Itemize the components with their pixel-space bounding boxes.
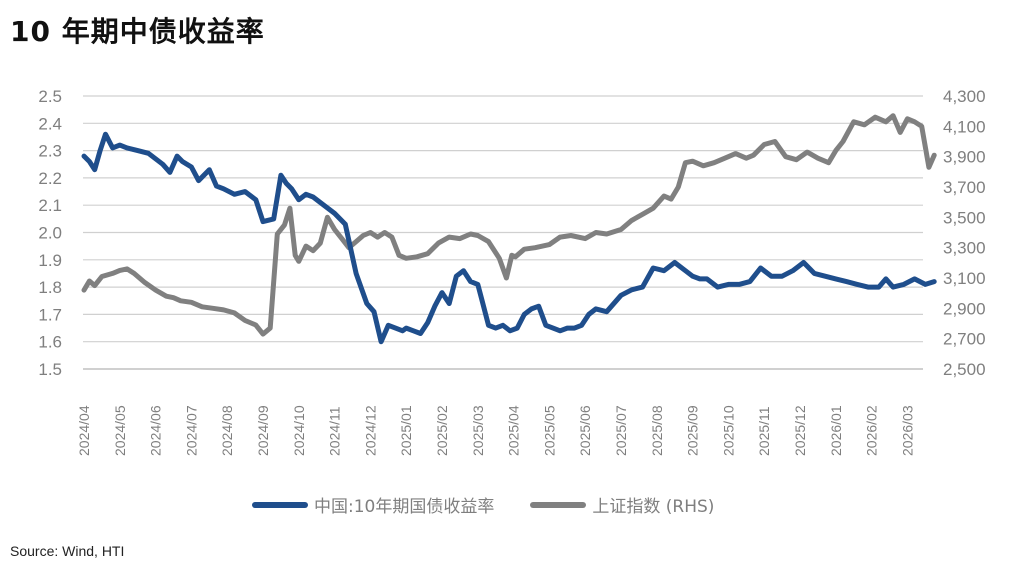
right-tick-label: 3,700	[943, 178, 986, 197]
left-tick-label: 1.5	[38, 360, 62, 379]
right-tick-label: 2,900	[943, 299, 986, 318]
legend: 中国:10年期国债收益率 上证指数 (RHS)	[252, 492, 714, 517]
legend-label-bond-yield: 中国:10年期国债收益率	[314, 497, 495, 517]
left-tick-label: 2.4	[38, 114, 62, 133]
x-tick-label: 2025/06	[577, 405, 593, 456]
x-tick-label: 2024/06	[148, 405, 164, 456]
x-tick-label: 2025/07	[613, 405, 629, 456]
left-tick-label: 1.7	[38, 305, 62, 324]
left-tick-label: 1.9	[38, 251, 62, 270]
right-tick-label: 2,700	[943, 330, 986, 349]
x-tick-label: 2024/04	[76, 405, 92, 456]
x-tick-label: 2024/07	[183, 405, 199, 456]
source-note: Source: Wind, HTI	[10, 543, 125, 559]
x-tick-label: 2024/12	[362, 405, 378, 456]
legend-item-bond-yield: 中国:10年期国债收益率	[252, 492, 494, 517]
shanghai-index-line	[81, 113, 937, 337]
right-tick-label: 2,500	[943, 360, 986, 379]
right-tick-label: 3,100	[943, 269, 986, 288]
x-tick-label: 2025/01	[398, 405, 414, 456]
bond-yield-line	[81, 131, 937, 345]
right-tick-label: 4,300	[943, 87, 986, 106]
x-tick-label: 2024/11	[327, 406, 343, 456]
x-tick-label: 2024/10	[291, 405, 307, 456]
legend-item-shanghai-index: 上证指数 (RHS)	[530, 492, 714, 517]
x-tick-label: 2024/09	[255, 405, 271, 456]
x-tick-label: 2025/12	[792, 405, 808, 456]
x-tick-label: 2025/03	[470, 405, 486, 456]
gridlines	[83, 95, 923, 370]
x-tick-label: 2025/11	[756, 406, 772, 456]
x-tick-label: 2026/03	[899, 405, 915, 456]
x-axis: 2024/04 2024/05 2024/06 2024/07 2024/08 2024/…	[76, 405, 915, 456]
x-tick-label: 2025/08	[649, 405, 665, 456]
left-tick-label: 1.6	[38, 333, 62, 352]
left-tick-label: 2.2	[38, 169, 62, 188]
left-tick-label: 2.1	[38, 196, 62, 215]
legend-label-shanghai-index: 上证指数 (RHS)	[592, 497, 715, 517]
left-tick-label: 2.5	[38, 87, 62, 106]
x-tick-label: 2024/05	[112, 405, 128, 456]
left-tick-label: 2.0	[38, 224, 62, 243]
x-tick-label: 2025/02	[434, 405, 450, 456]
right-tick-label: 3,900	[943, 148, 986, 167]
x-tick-label: 2025/10	[720, 405, 736, 456]
shanghai-index-swatch-icon	[530, 501, 587, 508]
x-tick-label: 2026/02	[864, 405, 880, 456]
x-tick-label: 2025/09	[685, 405, 701, 456]
x-tick-label: 2024/08	[219, 405, 235, 456]
x-tick-label: 2025/05	[541, 405, 557, 456]
chart-title: 10 年期中债收益率	[10, 15, 265, 48]
right-tick-label: 3,500	[943, 208, 986, 227]
left-tick-label: 2.3	[38, 142, 62, 161]
x-tick-label: 2026/01	[828, 405, 844, 456]
right-tick-label: 4,100	[943, 117, 986, 136]
right-tick-label: 3,300	[943, 239, 986, 258]
x-tick-label: 2025/04	[506, 405, 522, 456]
left-tick-label: 1.8	[38, 278, 62, 297]
right-y-axis: 4,300 4,100 3,900 3,700 3,500 3,300 3,100 2,900…	[943, 87, 986, 379]
bond-yield-swatch-icon	[252, 501, 308, 508]
left-y-axis: 2.5 2.4 2.3 2.2 2.1 2.0 1.9 1.8 1.7 1.6 1.5	[38, 87, 62, 379]
